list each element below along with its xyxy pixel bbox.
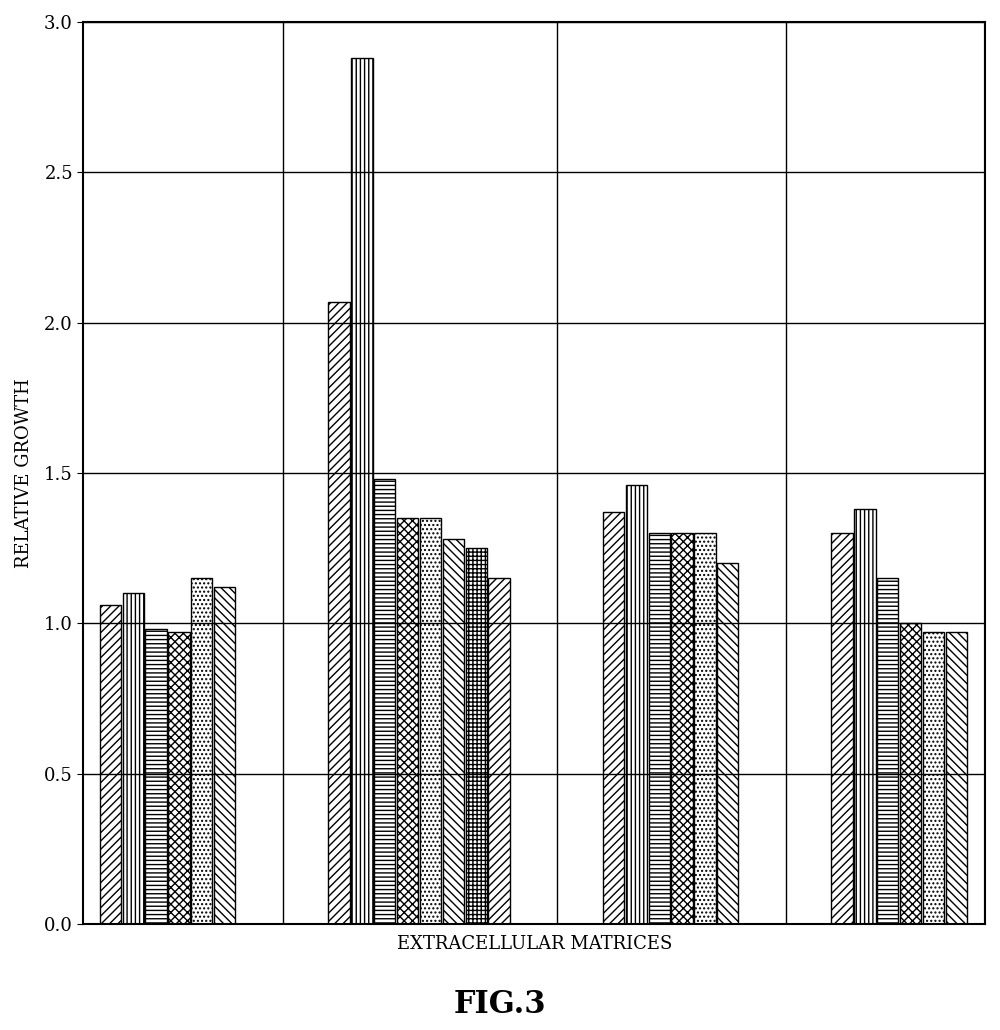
Y-axis label: RELATIVE GROWTH: RELATIVE GROWTH — [15, 378, 33, 568]
Bar — [145, 629, 167, 924]
Bar — [351, 58, 373, 924]
Bar — [946, 632, 967, 924]
Bar — [328, 302, 350, 924]
Bar — [831, 534, 853, 924]
Bar — [168, 632, 190, 924]
Bar — [923, 632, 944, 924]
Bar — [466, 548, 487, 924]
Bar — [854, 509, 876, 924]
Bar — [626, 485, 647, 924]
Bar — [443, 539, 464, 924]
Bar — [900, 623, 921, 924]
Bar — [603, 512, 624, 924]
Bar — [123, 593, 144, 924]
Bar — [488, 578, 510, 924]
Bar — [100, 606, 121, 924]
Text: FIG.3: FIG.3 — [454, 989, 546, 1020]
X-axis label: EXTRACELLULAR MATRICES: EXTRACELLULAR MATRICES — [397, 935, 672, 953]
Bar — [649, 534, 670, 924]
Bar — [694, 534, 716, 924]
Bar — [374, 479, 395, 924]
Bar — [717, 563, 738, 924]
Bar — [420, 518, 441, 924]
Bar — [397, 518, 418, 924]
Bar — [877, 578, 898, 924]
Bar — [671, 534, 693, 924]
Bar — [191, 578, 212, 924]
Bar — [214, 587, 235, 924]
